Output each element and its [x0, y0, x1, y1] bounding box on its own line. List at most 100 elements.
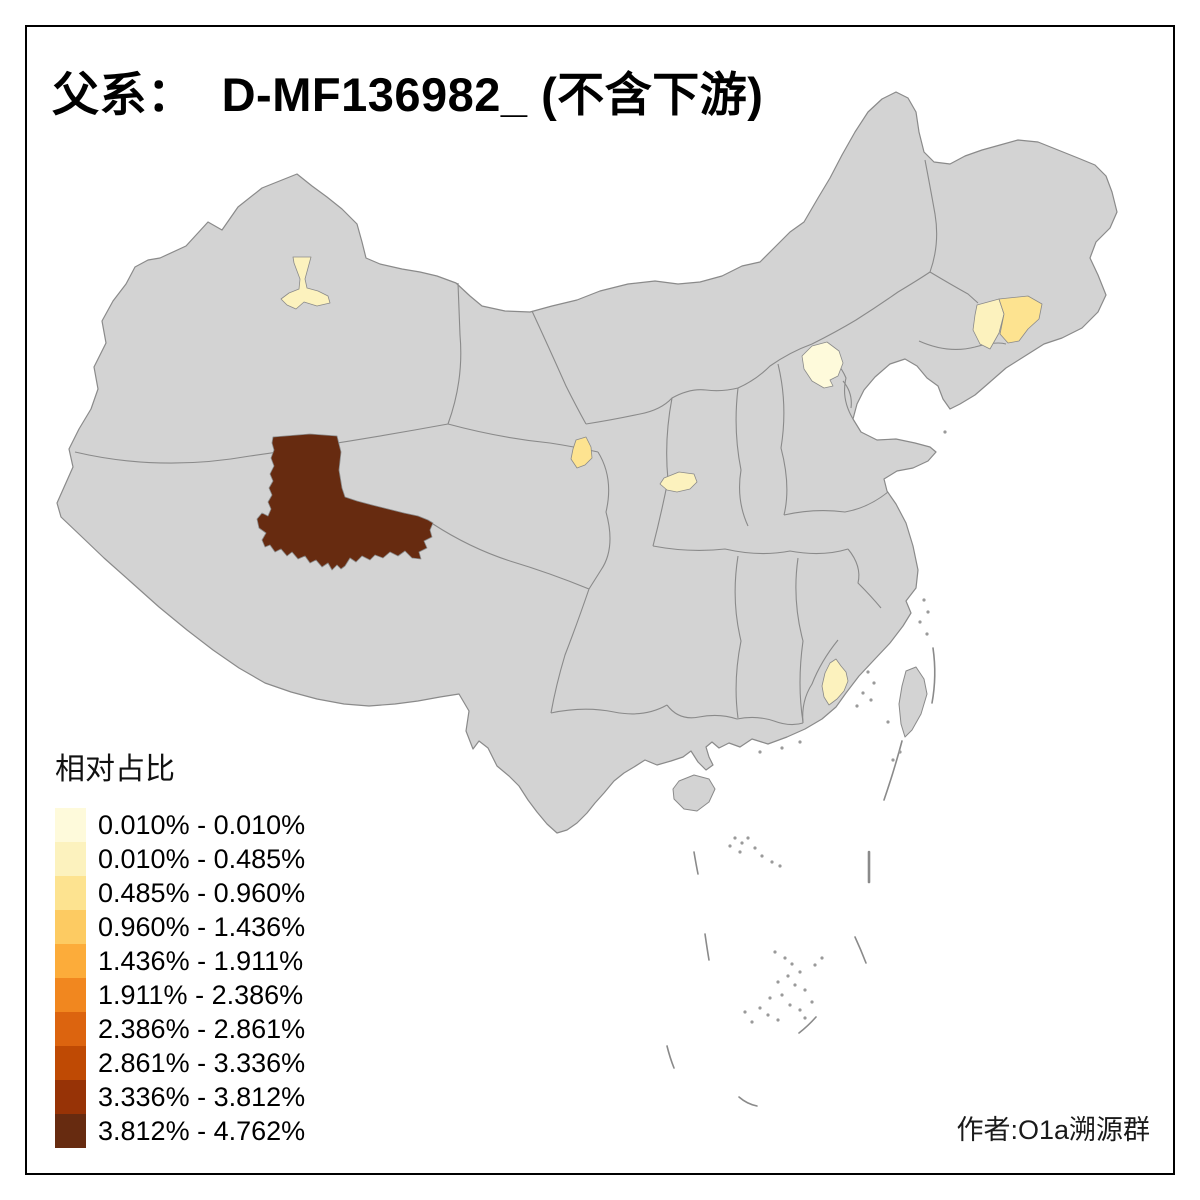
small-island-dot	[869, 698, 873, 702]
boundary-dash-7	[798, 1016, 817, 1034]
small-island-dot	[810, 1000, 814, 1004]
province-border-25	[842, 380, 852, 409]
legend-item: 0.485% - 0.960%	[55, 876, 305, 910]
small-island-dot	[760, 854, 764, 858]
plot-frame	[25, 25, 1175, 1175]
province-border-16	[777, 363, 788, 516]
region-gansu-small	[570, 436, 593, 469]
small-island-dot	[803, 988, 807, 992]
small-island-dot	[793, 983, 797, 987]
legend-label: 3.336% - 3.812%	[98, 1081, 306, 1112]
province-border-6	[432, 523, 590, 590]
small-island-dot	[778, 864, 782, 868]
legend-label: 2.861% - 3.336%	[98, 1047, 306, 1078]
small-island-dot	[728, 844, 732, 848]
boundary-dash-5	[704, 933, 710, 961]
province-border-8	[550, 704, 668, 715]
legend-item: 0.010% - 0.485%	[55, 842, 305, 876]
legend-label: 1.911% - 2.386%	[98, 979, 304, 1010]
province-border-21	[847, 548, 882, 609]
province-border-9	[666, 704, 738, 720]
attribution-text: 作者:O1a溯源群	[956, 1115, 1150, 1145]
island-taiwan	[898, 666, 928, 738]
legend-label: 0.485% - 0.960%	[98, 877, 306, 908]
small-island-dot	[798, 1008, 802, 1012]
boundary-dash-6	[854, 936, 867, 964]
province-border-23	[795, 557, 804, 723]
small-island-dot	[773, 950, 777, 954]
small-island-dot	[891, 758, 895, 762]
small-island-dot	[786, 974, 790, 978]
island-hainan	[672, 774, 716, 812]
region-fujian-coastal	[821, 658, 849, 706]
legend-swatch-1	[55, 808, 86, 842]
small-island-dot	[803, 1016, 807, 1020]
small-island-dot	[898, 750, 902, 754]
legend-item: 1.436% - 1.911%	[55, 944, 305, 978]
legend-swatch-6	[55, 978, 86, 1012]
province-border-14	[918, 340, 1007, 350]
province-border-17	[735, 387, 749, 527]
small-island-dot	[918, 620, 922, 624]
small-island-dot	[740, 841, 744, 845]
legend-item: 0.960% - 1.436%	[55, 910, 305, 944]
small-island-dot	[926, 610, 930, 614]
legend-label: 2.386% - 2.861%	[98, 1013, 306, 1044]
province-border-12	[924, 159, 938, 273]
small-island-dot	[788, 1003, 792, 1007]
legend-label: 3.812% - 4.762%	[98, 1115, 306, 1146]
small-island-dot	[866, 670, 870, 674]
region-beijing	[801, 341, 844, 389]
small-island-dot	[861, 691, 865, 695]
small-island-dot	[925, 632, 929, 636]
small-island-dot	[886, 720, 890, 724]
small-island-dot	[733, 836, 737, 840]
boundary-dash-9	[738, 1096, 758, 1107]
small-island-dot	[750, 1020, 754, 1024]
small-island-dot	[943, 430, 947, 434]
legend-title: 相对占比	[55, 753, 175, 786]
small-island-dot	[746, 836, 750, 840]
small-island-dot	[738, 850, 742, 854]
small-island-dot	[758, 750, 762, 754]
legend: 相对占比 0.010% - 0.010% 0.010% - 0.485% 0.485…	[55, 744, 305, 1148]
legend-swatch-2	[55, 842, 86, 876]
small-island-dot	[753, 846, 757, 850]
boundary-dash-1	[931, 647, 936, 704]
legend-item: 0.010% - 0.010%	[55, 808, 305, 842]
legend-label: 0.010% - 0.485%	[98, 843, 306, 874]
boundary-dash-2	[883, 740, 903, 801]
small-island-dot	[790, 962, 794, 966]
legend-swatch-10	[55, 1114, 86, 1148]
page-title: 父系： D-MF136982_ (不含下游)	[52, 68, 764, 121]
province-border-7	[550, 588, 590, 714]
small-island-dot	[813, 963, 817, 967]
region-jilin-east	[998, 295, 1043, 344]
province-border-3	[531, 310, 587, 425]
small-island-dot	[743, 1010, 747, 1014]
boundary-dash-8	[666, 1045, 675, 1069]
legend-label: 0.010% - 0.010%	[98, 809, 306, 840]
legend-label: 0.960% - 1.436%	[98, 911, 306, 942]
small-island-dot	[768, 996, 772, 1000]
region-shaanxi-small	[659, 471, 698, 493]
region-xinjiang-small	[280, 256, 331, 310]
small-island-dot	[798, 740, 802, 744]
province-border-13	[929, 271, 979, 304]
small-island-dot	[780, 993, 784, 997]
province-border-10	[736, 716, 804, 726]
small-island-dot	[820, 956, 824, 960]
small-island-dot	[770, 860, 774, 864]
region-qinghai-yushu	[256, 433, 434, 571]
province-border-5	[588, 451, 611, 590]
small-island-dot	[766, 1013, 770, 1017]
small-island-dot	[798, 970, 802, 974]
legend-swatch-7	[55, 1012, 86, 1046]
legend-swatch-8	[55, 1046, 86, 1080]
small-island-dot	[776, 1018, 780, 1022]
legend-item: 2.861% - 3.336%	[55, 1046, 305, 1080]
legend-item: 3.336% - 3.812%	[55, 1080, 305, 1114]
small-island-dot	[783, 956, 787, 960]
